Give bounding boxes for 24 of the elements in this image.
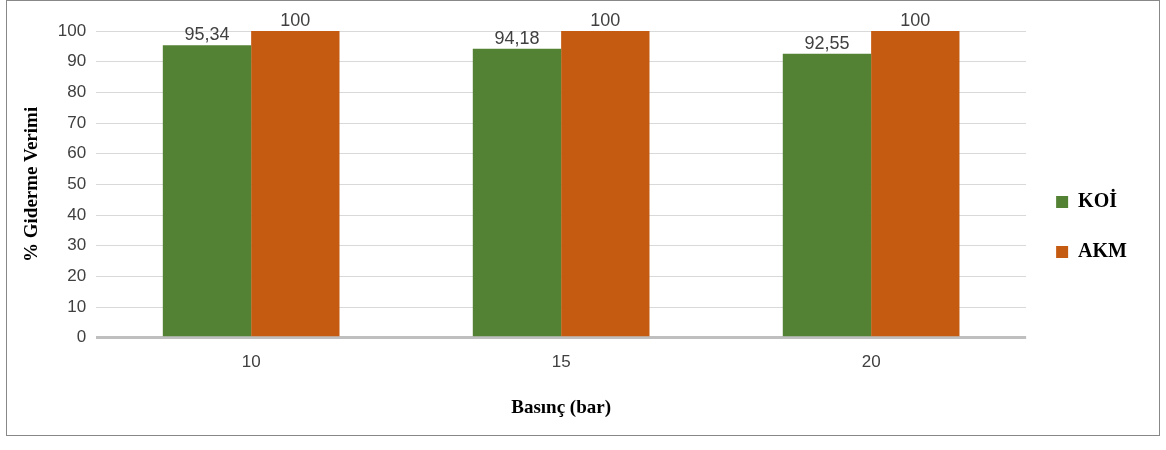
x-tick-label: 15: [551, 351, 571, 371]
y-tick-label: 70: [67, 112, 87, 132]
y-tick-label: 30: [67, 235, 87, 255]
y-tick-label: 10: [67, 296, 87, 316]
y-tick-label: 50: [67, 174, 87, 194]
data-label: 100: [280, 9, 311, 30]
y-tick-label: 60: [67, 143, 87, 163]
x-tick-label: 10: [241, 351, 261, 371]
x-axis-title: Basınç (bar): [511, 395, 612, 418]
data-label: 92,55: [804, 32, 850, 53]
y-tick-label: 100: [57, 20, 87, 40]
y-tick-label: 0: [76, 327, 87, 347]
data-label: 94,18: [494, 27, 540, 48]
y-axis-title: % Giderme Verimi: [20, 106, 42, 262]
data-label: 100: [900, 9, 931, 30]
legend-label: AKM: [1078, 239, 1128, 262]
y-tick-label: 90: [67, 51, 87, 71]
legend-label: KOİ: [1078, 188, 1118, 212]
y-tick-label: 40: [67, 204, 87, 224]
x-tick-label: 20: [861, 351, 881, 371]
y-tick-label: 80: [67, 82, 87, 102]
y-tick-label: 20: [67, 266, 87, 286]
data-label: 95,34: [184, 24, 230, 45]
data-label: 100: [590, 9, 621, 30]
